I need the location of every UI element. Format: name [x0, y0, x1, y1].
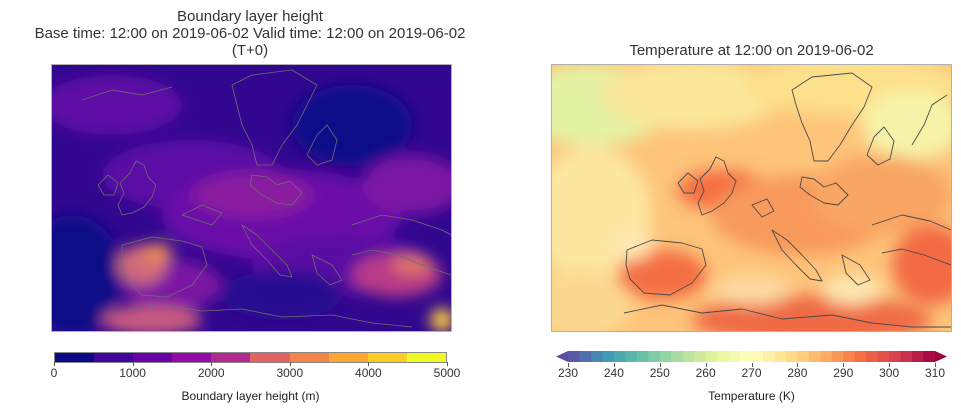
- right-colorbar-tick-mark: [659, 363, 661, 367]
- left-colorbar-tick-label: 3000: [276, 366, 304, 380]
- right-colorbar-tick-label: 230: [557, 366, 579, 380]
- left-colorbar-label: Boundary layer height (m): [181, 389, 320, 403]
- right-colorbar-bin: [659, 351, 672, 362]
- right-colorbar-bin: [590, 351, 603, 362]
- right-colorbar-bin: [648, 351, 661, 362]
- left-colorbar-tick-label: 1000: [119, 366, 146, 380]
- left-colorbar-tick-mark: [54, 362, 55, 366]
- left-colorbar-tick-mark: [211, 362, 213, 366]
- left-title-line1: Boundary layer height: [177, 8, 323, 25]
- right-colorbar-bin: [751, 351, 764, 362]
- left-colorbar-bin: [55, 353, 95, 362]
- right-colorbar-tick-mark: [935, 363, 936, 367]
- right-colorbar-tick-mark: [613, 363, 615, 367]
- right-colorbar-bin: [808, 351, 821, 362]
- right-colorbar-tick-mark: [705, 363, 707, 367]
- right-colorbar-bin: [889, 351, 902, 362]
- right-colorbar-bin: [866, 351, 879, 362]
- right-colorbar-bin: [568, 351, 580, 362]
- left-colorbar-tick-mark: [132, 362, 134, 366]
- left-colorbar-tick-mark: [289, 362, 291, 366]
- right-colorbar-bin: [912, 351, 925, 362]
- right-colorbar: [556, 350, 947, 363]
- right-colorbar-bin: [579, 351, 592, 362]
- left-colorbar-tick-label: 0: [50, 366, 58, 380]
- right-colorbar-bin: [728, 351, 741, 362]
- left-colorbar-tick-mark: [447, 362, 448, 366]
- left-title-line2: Base time: 12:00 on 2019-06-02 Valid tim…: [34, 25, 466, 42]
- right-colorbar-bin: [900, 351, 913, 362]
- right-colorbar-tick-mark: [751, 363, 753, 367]
- left-colorbar: [54, 352, 447, 363]
- right-colorbar-tick-mark: [568, 363, 569, 367]
- temperature-map: [551, 64, 952, 332]
- right-colorbar-bin: [877, 351, 890, 362]
- left-colorbar-tick-label: 4000: [355, 366, 382, 380]
- left-colorbar-bin: [133, 353, 173, 362]
- right-colorbar-bin: [602, 351, 615, 362]
- left-colorbar-bin: [367, 353, 407, 362]
- right-colorbar-bin: [671, 351, 684, 362]
- right-colorbar-tick-label: 300: [879, 366, 900, 380]
- right-colorbar-min-arrow: [556, 351, 568, 362]
- right-colorbar-max-arrow: [935, 351, 947, 362]
- right-colorbar-bin: [785, 351, 798, 362]
- right-colorbar-bin: [613, 351, 626, 362]
- right-colorbar-bin: [923, 351, 936, 362]
- left-map-title: Boundary layer height Base time: 12:00 o…: [0, 8, 500, 59]
- right-colorbar-bin: [705, 351, 718, 362]
- right-colorbar-bin: [854, 351, 867, 362]
- left-title-line3: (T+0): [231, 42, 269, 59]
- left-colorbar-bin: [289, 353, 329, 362]
- left-colorbar-bin: [406, 353, 446, 362]
- right-colorbar-tick-label: 280: [787, 366, 808, 380]
- right-colorbar-tick-label: 250: [649, 366, 670, 380]
- left-colorbar-tick-mark: [368, 362, 370, 366]
- right-colorbar-bin: [717, 351, 730, 362]
- left-colorbar-tick-label: 5000: [433, 366, 461, 380]
- left-colorbar-bin: [328, 353, 368, 362]
- left-colorbar-bin: [94, 353, 134, 362]
- right-colorbar-bin: [831, 351, 844, 362]
- right-colorbar-bin: [843, 351, 856, 362]
- right-colorbar-tick-label: 270: [741, 366, 762, 380]
- right-colorbar-tick-label: 260: [695, 366, 716, 380]
- right-colorbar-label: Temperature (K): [708, 389, 795, 403]
- left-colorbar-fill: [55, 353, 446, 362]
- right-colorbar-bin: [636, 351, 649, 362]
- right-colorbar-bin: [740, 351, 752, 362]
- right-colorbar-tick-label: 290: [833, 366, 854, 380]
- right-map-title: Temperature at 12:00 on 2019-06-02: [629, 42, 874, 59]
- right-colorbar-bin: [682, 351, 695, 362]
- left-colorbar-bin: [211, 353, 251, 362]
- right-colorbar-tick-label: 240: [603, 366, 624, 380]
- right-colorbar-bin: [820, 351, 833, 362]
- right-colorbar-tick-label: 310: [924, 366, 946, 380]
- right-colorbar-tick-mark: [889, 363, 891, 367]
- right-colorbar-bin: [625, 351, 638, 362]
- right-colorbar-tick-mark: [797, 363, 799, 367]
- left-colorbar-bin: [172, 353, 212, 362]
- right-colorbar-bin: [774, 351, 787, 362]
- boundary-layer-map: [51, 64, 452, 332]
- right-colorbar-bin: [797, 351, 810, 362]
- right-colorbar-svg: [556, 351, 947, 362]
- left-colorbar-bin: [250, 353, 290, 362]
- right-colorbar-bin: [694, 351, 707, 362]
- left-colorbar-tick-label: 2000: [197, 366, 225, 380]
- right-colorbar-tick-mark: [843, 363, 845, 367]
- right-colorbar-bin: [762, 351, 775, 362]
